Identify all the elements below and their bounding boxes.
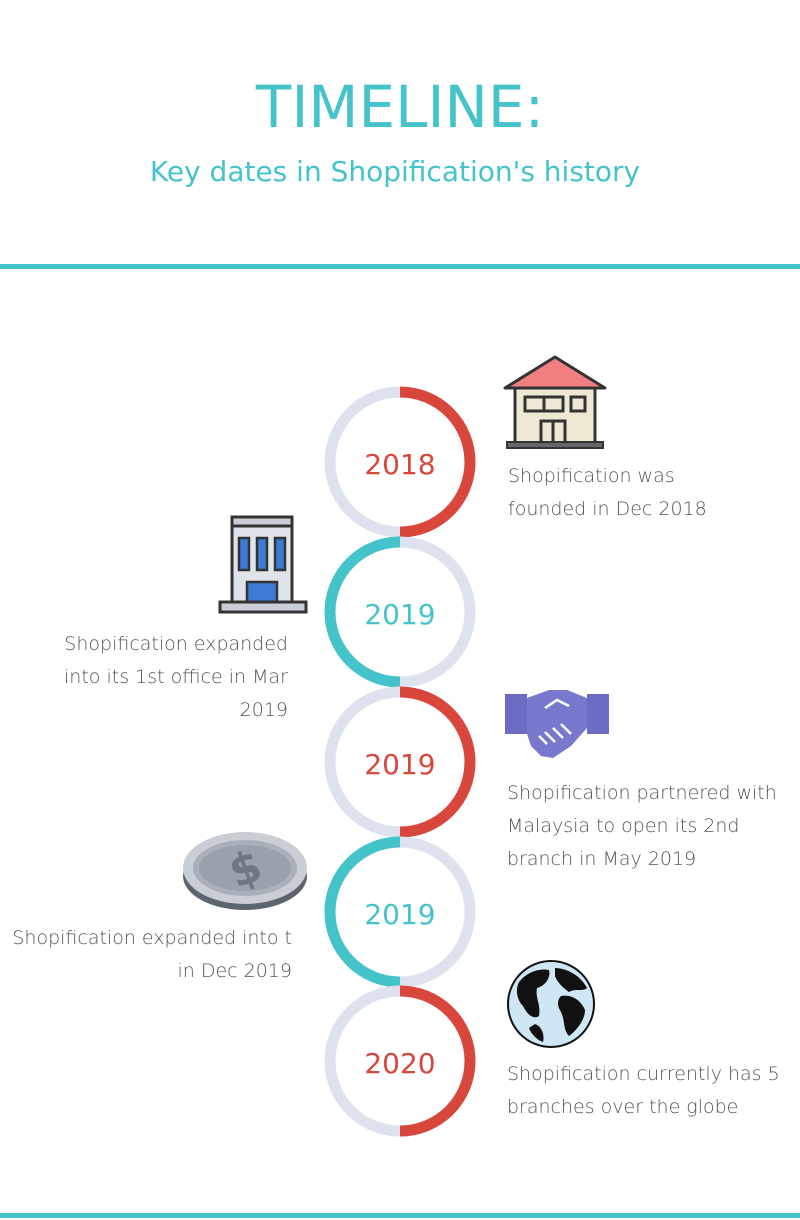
timeline-year: 2019 [364, 748, 435, 781]
description-line: into its 1st office in Mar [64, 666, 288, 688]
event-description-2018: Shopification was founded in Dec 2018 [508, 460, 768, 526]
description-line: in Dec 2019 [177, 960, 292, 982]
timeline-ring-2019-a: 2019 [324, 536, 476, 688]
description-line: Shopification partnered with [507, 782, 777, 804]
description-line: Shopification currently has 5 [507, 1063, 780, 1085]
description-line: founded in Dec 2018 [508, 498, 707, 520]
description-line: Shopification was [508, 465, 675, 487]
description-line: 2019 [239, 699, 288, 721]
timeline-ring-2019-c: 2019 [324, 836, 476, 988]
page-subtitle: Key dates in Shopification's history [149, 155, 641, 188]
page-title: TIMELINE: [255, 73, 545, 141]
timeline-ring-2020: 2020 [324, 985, 476, 1137]
timeline-year: 2019 [364, 898, 435, 931]
office-building-icon [218, 515, 308, 614]
globe-icon [507, 960, 595, 1048]
event-description-2019-a: Shopification expanded into its 1st offi… [40, 628, 288, 727]
event-description-2019-c: Shopification expanded into t in Dec 201… [10, 922, 292, 988]
timeline-year: 2018 [364, 448, 435, 481]
description-line: branch in May 2019 [507, 848, 697, 870]
coin-icon: $ [183, 832, 307, 910]
timeline-ring-2018: 2018 [324, 386, 476, 538]
description-line: Shopification expanded into t [12, 927, 292, 949]
timeline-ring-2019-b: 2019 [324, 686, 476, 838]
description-line: branches over the globe [507, 1096, 739, 1118]
handshake-icon [505, 690, 609, 758]
description-line: Malaysia to open its 2nd [507, 815, 740, 837]
event-description-2019-b: Shopification partnered with Malaysia to… [507, 777, 792, 876]
bottom-divider [0, 1213, 800, 1218]
timeline-year: 2019 [364, 598, 435, 631]
timeline-year: 2020 [364, 1047, 435, 1080]
description-line: Shopification expanded [64, 633, 288, 655]
top-divider [0, 264, 800, 269]
event-description-2020: Shopification currently has 5 branches o… [507, 1058, 792, 1124]
house-icon [503, 355, 607, 449]
